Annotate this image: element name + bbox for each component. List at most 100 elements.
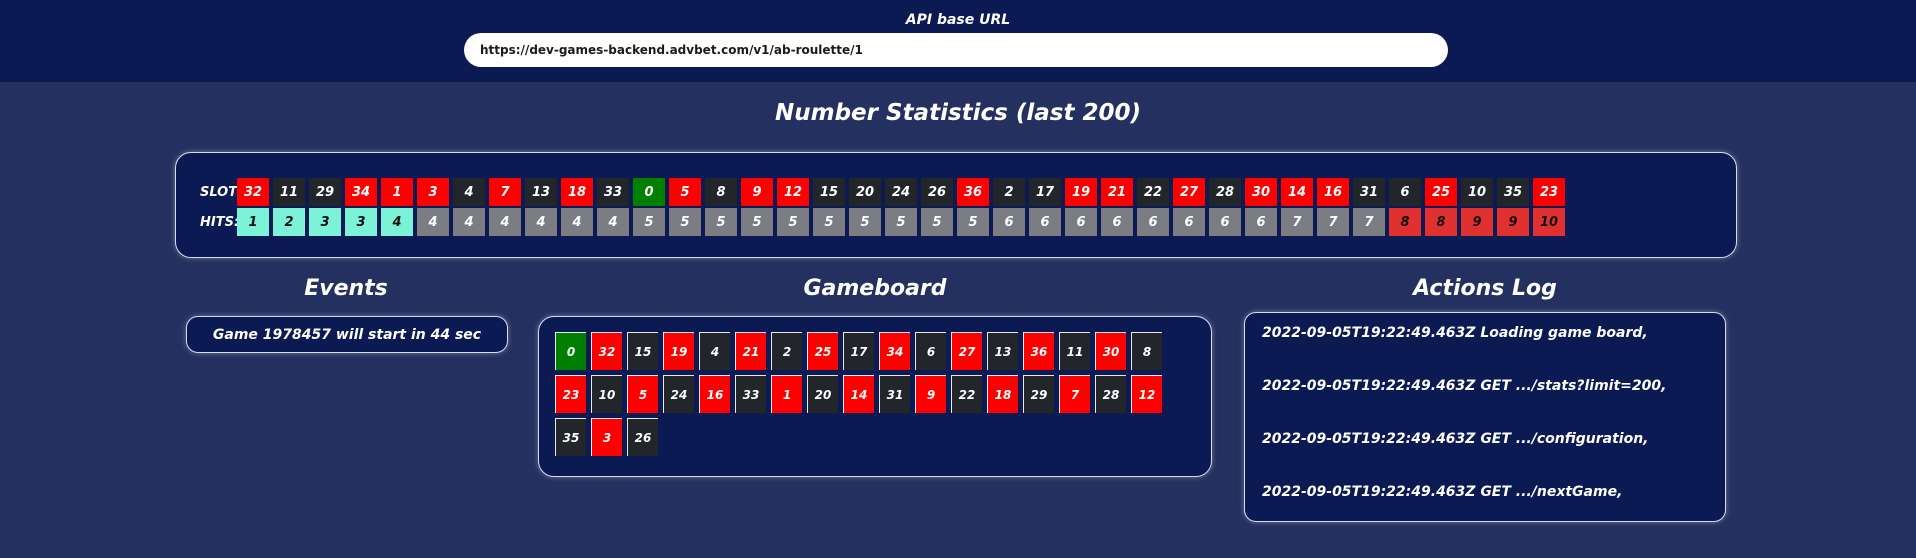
- slot-cell: 12: [777, 178, 809, 206]
- hits-cell: 9: [1461, 208, 1493, 236]
- gameboard-cell[interactable]: 22: [951, 375, 982, 413]
- slot-cell: 27: [1173, 178, 1205, 206]
- hits-cell: 5: [849, 208, 881, 236]
- slot-cell: 31: [1353, 178, 1385, 206]
- gameboard-cell[interactable]: 34: [879, 332, 910, 370]
- slot-row: SLOT: 32 11 29 34 1 3 4 7 13 18 33 0 5 8 9 12 15 20 24 26 36…: [200, 178, 1569, 206]
- hits-cell: 6: [1029, 208, 1061, 236]
- slot-cell: 1: [381, 178, 413, 206]
- slot-cell: 8: [705, 178, 737, 206]
- gameboard-cell[interactable]: 35: [555, 418, 586, 456]
- slot-cell: 21: [1101, 178, 1133, 206]
- event-message: Game 1978457 will start in 44 sec: [212, 326, 482, 343]
- actions-log-title: Actions Log: [1413, 276, 1557, 301]
- hits-cell: 5: [669, 208, 701, 236]
- slot-cell: 3: [417, 178, 449, 206]
- hits-cell: 5: [813, 208, 845, 236]
- hits-cell: 9: [1497, 208, 1529, 236]
- hits-cell: 1: [237, 208, 269, 236]
- gameboard-cell[interactable]: 30: [1095, 332, 1126, 370]
- gameboard-cell[interactable]: 8: [1131, 332, 1162, 370]
- slot-cell: 14: [1281, 178, 1313, 206]
- slot-cell: 29: [309, 178, 341, 206]
- hits-cell: 5: [957, 208, 989, 236]
- slot-cell: 33: [597, 178, 629, 206]
- hits-cell: 4: [453, 208, 485, 236]
- gameboard-cell[interactable]: 21: [735, 332, 766, 370]
- slot-cell: 25: [1425, 178, 1457, 206]
- slot-cell: 28: [1209, 178, 1241, 206]
- hits-cell: 4: [561, 208, 593, 236]
- gameboard-cell[interactable]: 5: [627, 375, 658, 413]
- gameboard-cell[interactable]: 9: [915, 375, 946, 413]
- gameboard-cell[interactable]: 31: [879, 375, 910, 413]
- hits-cell: 10: [1533, 208, 1565, 236]
- hits-cell: 6: [1209, 208, 1241, 236]
- api-base-url-label: API base URL: [905, 12, 1011, 28]
- slot-cell: 13: [525, 178, 557, 206]
- slot-cell: 23: [1533, 178, 1565, 206]
- gameboard-cell[interactable]: 28: [1095, 375, 1126, 413]
- hits-cell: 7: [1317, 208, 1349, 236]
- gameboard-cell[interactable]: 7: [1059, 375, 1090, 413]
- actions-log-panel: 2022-09-05T19:22:49.463Z Loading game bo…: [1244, 312, 1726, 522]
- gameboard-cell[interactable]: 29: [1023, 375, 1054, 413]
- gameboard-cell[interactable]: 16: [699, 375, 730, 413]
- gameboard-cell[interactable]: 24: [663, 375, 694, 413]
- gameboard-cell[interactable]: 33: [735, 375, 766, 413]
- gameboard-cell[interactable]: 11: [1059, 332, 1090, 370]
- hits-cell: 7: [1353, 208, 1385, 236]
- gameboard-cell[interactable]: 19: [663, 332, 694, 370]
- gameboard-cell[interactable]: 27: [951, 332, 982, 370]
- gameboard-cell[interactable]: 25: [807, 332, 838, 370]
- slot-row-label: SLOT:: [200, 184, 242, 200]
- gameboard-cell[interactable]: 10: [591, 375, 622, 413]
- slot-cell: 32: [237, 178, 269, 206]
- hits-cell: 4: [525, 208, 557, 236]
- gameboard-cell[interactable]: 0: [555, 332, 586, 370]
- gameboard-cell[interactable]: 15: [627, 332, 658, 370]
- log-entry: 2022-09-05T19:22:49.463Z Loading game bo…: [1262, 325, 1648, 341]
- slot-cell: 9: [741, 178, 773, 206]
- top-bar: API base URL: [0, 0, 1916, 82]
- gameboard-cell[interactable]: 14: [843, 375, 874, 413]
- events-panel: Game 1978457 will start in 44 sec: [186, 316, 508, 353]
- slot-cell: 16: [1317, 178, 1349, 206]
- hits-cell: 5: [777, 208, 809, 236]
- gameboard-cell[interactable]: 23: [555, 375, 586, 413]
- hits-cell: 3: [345, 208, 377, 236]
- api-base-url-input[interactable]: [464, 33, 1448, 67]
- gameboard-cell[interactable]: 1: [771, 375, 802, 413]
- gameboard-panel: 0 32 15 19 4 21 2 25 17 34 6 27 13 36 11 30 8 23 10 5 24 16 33…: [538, 316, 1212, 477]
- hits-cell: 8: [1425, 208, 1457, 236]
- hits-cell: 8: [1389, 208, 1421, 236]
- hits-cell: 5: [921, 208, 953, 236]
- slot-cell: 26: [921, 178, 953, 206]
- gameboard-cell[interactable]: 17: [843, 332, 874, 370]
- slot-cell: 6: [1389, 178, 1421, 206]
- gameboard-cell[interactable]: 12: [1131, 375, 1162, 413]
- gameboard-cell[interactable]: 18: [987, 375, 1018, 413]
- gameboard-title: Gameboard: [803, 276, 947, 301]
- slot-cell: 5: [669, 178, 701, 206]
- hits-cell: 4: [597, 208, 629, 236]
- gameboard-cell[interactable]: 13: [987, 332, 1018, 370]
- hits-cell: 7: [1281, 208, 1313, 236]
- gameboard-cell[interactable]: 4: [699, 332, 730, 370]
- slot-cell: 36: [957, 178, 989, 206]
- gameboard-cell[interactable]: 36: [1023, 332, 1054, 370]
- gameboard-cell[interactable]: 3: [591, 418, 622, 456]
- hits-cell: 4: [381, 208, 413, 236]
- slot-cell: 11: [273, 178, 305, 206]
- slot-cell: 18: [561, 178, 593, 206]
- hits-cell: 2: [273, 208, 305, 236]
- gameboard-cell[interactable]: 2: [771, 332, 802, 370]
- gameboard-cell[interactable]: 26: [627, 418, 658, 456]
- gameboard-cell[interactable]: 20: [807, 375, 838, 413]
- hits-cell: 6: [993, 208, 1025, 236]
- stats-title: Number Statistics (last 200): [775, 100, 1141, 126]
- slot-cell: 22: [1137, 178, 1169, 206]
- gameboard-cell[interactable]: 6: [915, 332, 946, 370]
- gameboard-cell[interactable]: 32: [591, 332, 622, 370]
- slot-cell: 7: [489, 178, 521, 206]
